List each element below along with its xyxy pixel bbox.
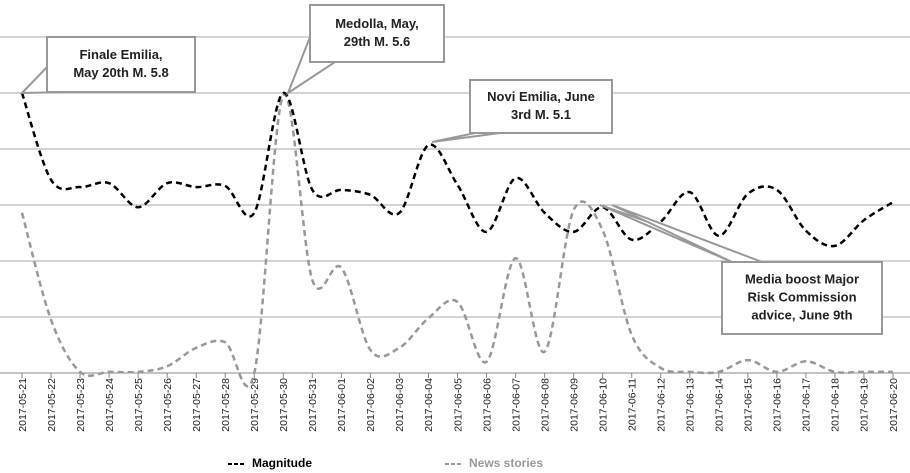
annotation-text: Finale Emilia, — [79, 47, 162, 62]
x-tick-label: 2017-05-27 — [191, 378, 203, 432]
annotation-text: 29th M. 5.6 — [344, 34, 410, 49]
x-tick-label: 2017-05-21 — [17, 378, 29, 432]
series-line — [20, 91, 894, 248]
x-tick-label: 2017-06-06 — [481, 378, 493, 432]
callout: Finale Emilia, May 20th M. 5.8 — [19, 36, 196, 95]
x-tick-label: 2017-05-22 — [46, 378, 58, 432]
x-tick-label: 2017-05-30 — [278, 378, 290, 432]
x-tick-label: 2017-05-28 — [220, 378, 232, 432]
x-tick-label: 2017-05-25 — [133, 378, 145, 432]
x-tick-label: 2017-05-31 — [307, 378, 319, 432]
annotation-text: Media boost Major — [745, 271, 859, 286]
callout: Media boost Major Risk Commission advice, … — [599, 204, 883, 335]
x-tick-label: 2017-06-05 — [452, 378, 464, 432]
annotation-text: Risk Commission — [747, 289, 856, 304]
x-tick-label: 2017-05-24 — [104, 378, 116, 432]
x-tick-label: 2017-06-14 — [714, 378, 726, 432]
callout-box — [469, 79, 613, 134]
callout-box — [46, 36, 196, 93]
x-tick-label: 2017-06-02 — [365, 378, 377, 432]
series-line — [20, 93, 893, 388]
annotation-text: May 20th M. 5.8 — [73, 65, 168, 80]
annotation-text: Medolla, May, — [335, 16, 419, 31]
callout-box — [309, 4, 445, 63]
annotation-text: advice, June 9th — [751, 307, 852, 322]
x-tick-label: 2017-06-13 — [685, 378, 697, 432]
callout-box — [721, 261, 883, 335]
x-tick-label: 2017-06-12 — [656, 378, 668, 432]
x-tick-label: 2017-05-26 — [162, 378, 174, 432]
x-tick-label: 2017-06-18 — [830, 378, 842, 432]
x-tick-label: 2017-05-23 — [75, 378, 87, 432]
callout: Novi Emilia, June 3rd M. 5.1 — [431, 79, 613, 143]
x-tick-label: 2017-06-10 — [597, 378, 609, 432]
x-tick-label: 2017-06-11 — [626, 378, 638, 431]
x-tick-label: 2017-06-17 — [801, 378, 813, 432]
x-tick-label: 2017-06-08 — [539, 378, 551, 432]
callout: Medolla, May, 29th M. 5.6 — [285, 4, 445, 96]
callout-tail — [611, 204, 763, 263]
x-tick-label: 2017-06-19 — [859, 378, 871, 432]
x-tick-label: 2017-06-01 — [336, 378, 348, 432]
x-tick-label: 2017-06-03 — [394, 378, 406, 432]
legend-label: Magnitude — [252, 456, 312, 470]
x-tick-label: 2017-06-04 — [423, 378, 435, 432]
x-tick-label: 2017-06-09 — [568, 378, 580, 432]
x-tick-label: 2017-06-15 — [743, 378, 755, 432]
x-tick-label: 2017-05-29 — [249, 378, 261, 432]
x-tick-label: 2017-06-16 — [772, 378, 784, 432]
x-tick-label: 2017-06-07 — [510, 378, 522, 432]
annotation-text: 3rd M. 5.1 — [511, 107, 571, 122]
callout-tail — [431, 132, 501, 143]
legend-label: News stories — [469, 456, 543, 470]
annotation-text: Novi Emilia, June — [487, 89, 595, 104]
x-tick-label: 2017-06-20 — [888, 378, 900, 432]
